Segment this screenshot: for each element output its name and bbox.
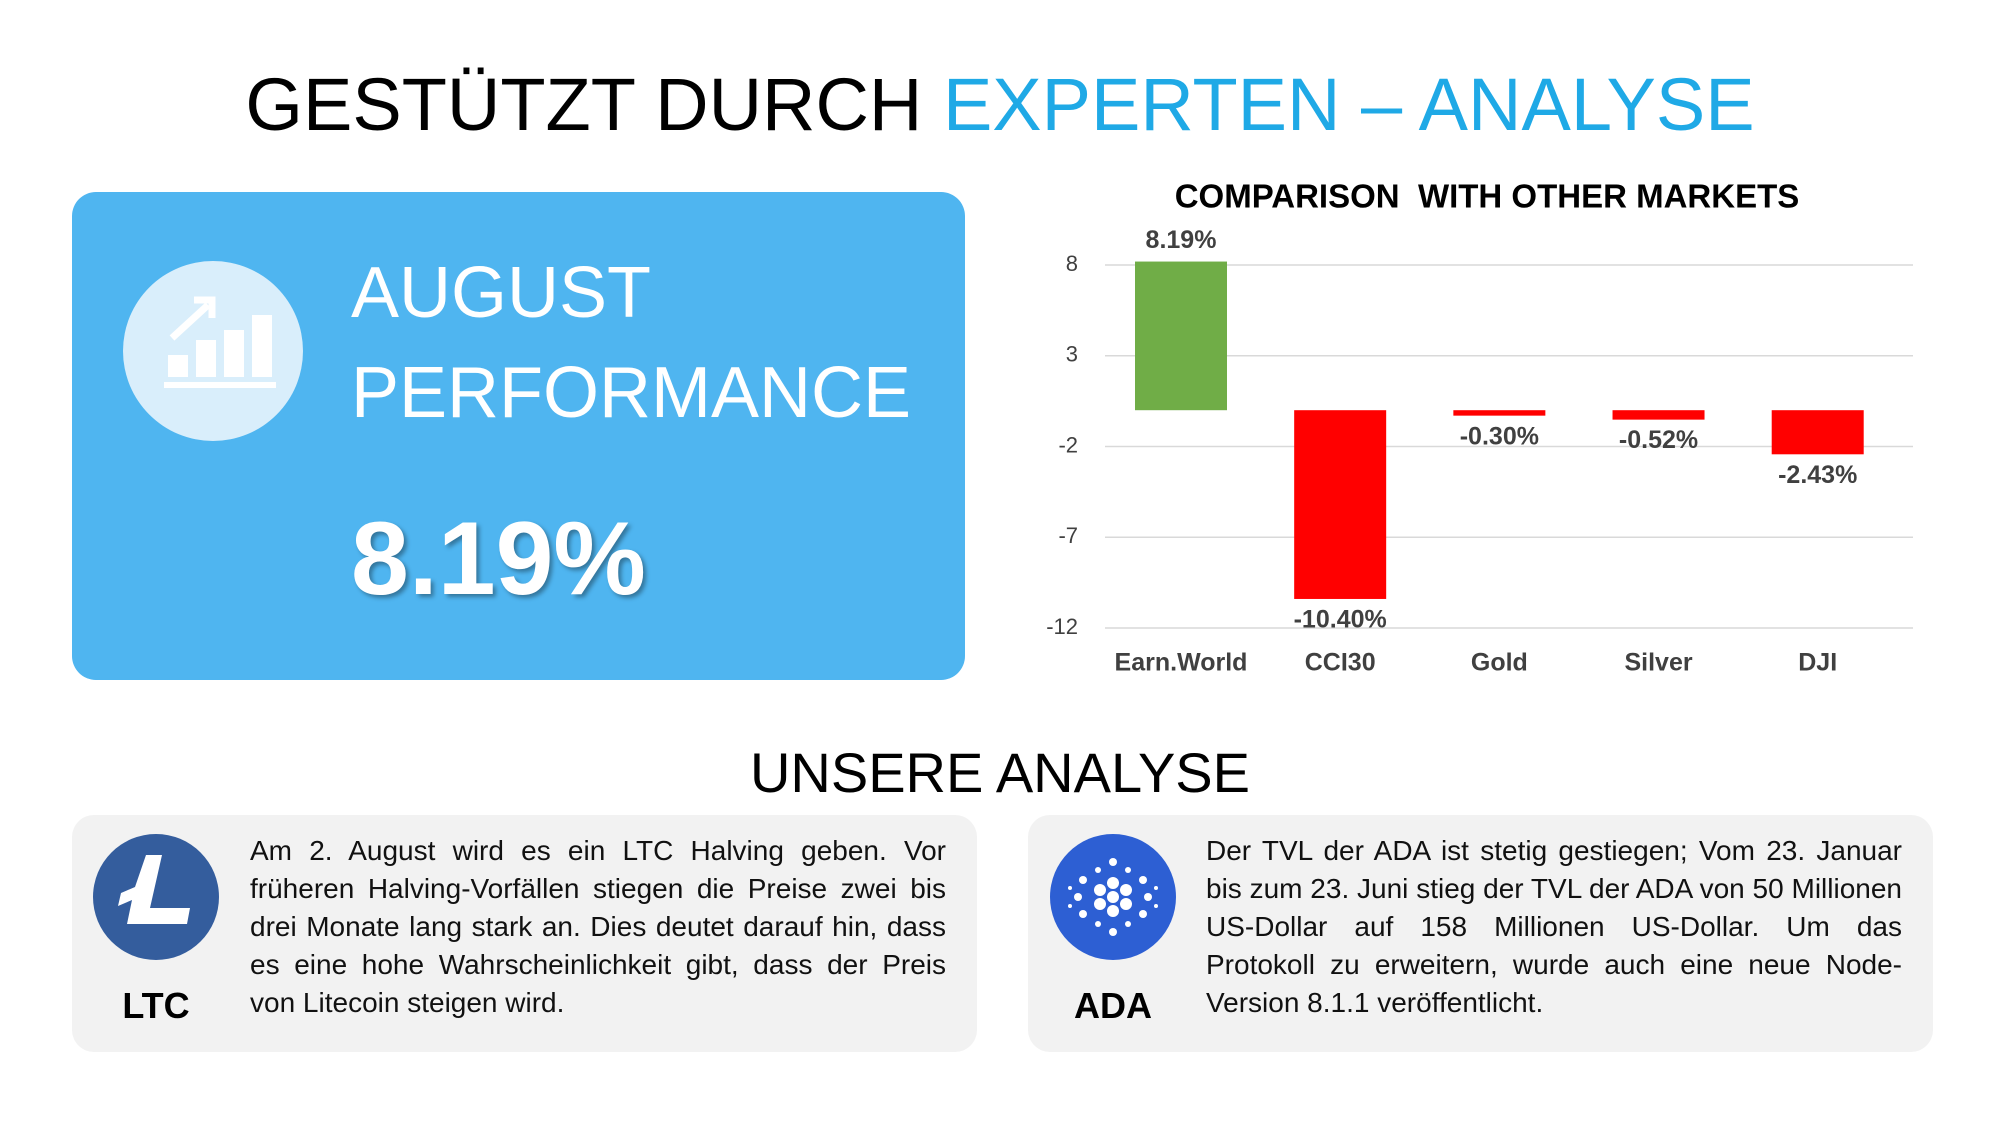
- y-tick-label: -2: [1058, 432, 1078, 457]
- value-label: -0.30%: [1460, 422, 1539, 450]
- performance-value: 8.19%: [351, 501, 646, 617]
- bar: [1453, 410, 1546, 416]
- title-blue: EXPERTEN – ANALYSE: [942, 63, 1755, 146]
- analysis-text: Am 2. August wird es ein LTC Halving geb…: [250, 835, 946, 1018]
- bar: [1294, 410, 1387, 599]
- value-label: -10.40%: [1294, 606, 1387, 634]
- value-label: -2.43%: [1778, 461, 1857, 489]
- y-tick-label: -12: [1046, 614, 1078, 639]
- title-black: GESTÜTZT DURCH: [245, 63, 923, 146]
- ada-logo: [1050, 834, 1176, 960]
- x-tick-label: Earn.World: [1115, 649, 1248, 677]
- value-label: -0.52%: [1619, 426, 1698, 454]
- x-tick-label: CCI30: [1305, 649, 1376, 677]
- y-tick-label: -7: [1058, 523, 1078, 548]
- chart-title: COMPARISON WITH OTHER MARKETS: [1175, 178, 1800, 215]
- chart: COMPARISON WITH OTHER MARKETS 8 3 -2 -7 -12 E…: [1046, 178, 1913, 677]
- y-tick-label: 3: [1066, 342, 1078, 367]
- ltc-logo: [93, 834, 219, 960]
- analysis-heading: UNSERE ANALYSE: [749, 741, 1251, 804]
- x-tick-label: Silver: [1624, 649, 1692, 677]
- coin-label: ADA: [1074, 985, 1152, 1026]
- analysis-text: Der TVL der ADA ist stetig gestiegen; Vo…: [1206, 835, 1902, 1018]
- bar: [1135, 261, 1227, 411]
- analysis-card: [1028, 815, 1933, 1052]
- x-tick-label: Gold: [1471, 649, 1528, 677]
- y-tick-label: 8: [1066, 251, 1078, 276]
- value-label: 8.19%: [1146, 226, 1217, 254]
- coin-label: LTC: [122, 985, 190, 1026]
- bar: [1612, 410, 1705, 420]
- performance-title: PERFORMANCE: [351, 353, 912, 433]
- page-title: GESTÜTZT DURCH EXPERTEN – ANALYSE: [0, 62, 2000, 147]
- x-tick-label: DJI: [1798, 649, 1837, 677]
- analysis-card: [72, 815, 977, 1052]
- coin-icons: [93, 834, 1176, 960]
- performance-title: AUGUST: [351, 253, 652, 333]
- bar: [1771, 410, 1864, 455]
- growth-icon: [123, 261, 303, 441]
